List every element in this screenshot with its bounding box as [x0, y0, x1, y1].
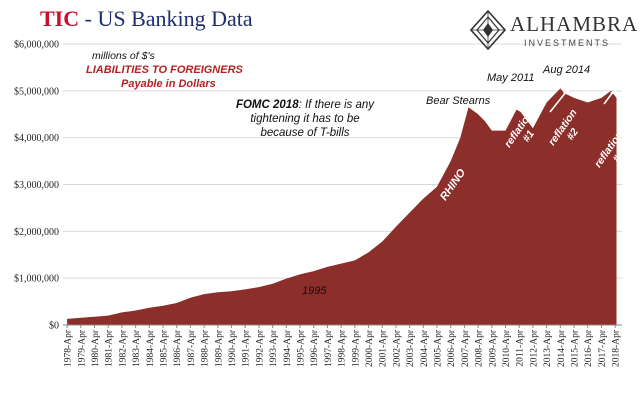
x-tick-label: 2005-Apr — [434, 329, 444, 367]
x-tick-label: 1983-Apr — [132, 329, 142, 367]
chart-title: TIC - US Banking Data — [40, 6, 253, 32]
x-tick-label: 2017-Apr — [598, 329, 608, 367]
y-tick-label: $0 — [49, 321, 59, 332]
x-tick-label: 2001-Apr — [379, 329, 389, 367]
x-tick-label: 1995-Apr — [297, 329, 307, 367]
logo-name: ALHAMBRA — [510, 12, 639, 36]
x-tick-label: 1989-Apr — [214, 329, 224, 367]
fomc-bold: FOMC 2018 — [235, 99, 299, 111]
x-tick-label: 2013-Apr — [543, 329, 553, 367]
fomc-annotation: FOMC 2018: If there is any tightening it… — [230, 98, 380, 140]
x-tick-label: 2000-Apr — [365, 329, 375, 367]
x-tick-label: 1982-Apr — [118, 329, 128, 367]
title-suffix: - US Banking Data — [79, 6, 253, 31]
x-tick-label: 2018-Apr — [612, 329, 622, 367]
x-tick-label: 1994-Apr — [283, 329, 293, 367]
x-tick-label: 1984-Apr — [146, 329, 156, 367]
x-tick-label: 1990-Apr — [228, 329, 238, 367]
y-tick-label: $5,000,000 — [14, 86, 59, 97]
x-tick-label: 1999-Apr — [351, 329, 361, 367]
series-title: LIABILITIES TO FOREIGNERS — [86, 64, 243, 76]
area-series — [67, 88, 617, 325]
series-subtitle: Payable in Dollars — [121, 78, 216, 90]
x-tick-label: 1981-Apr — [105, 329, 115, 367]
x-tick-label: 1979-Apr — [77, 329, 87, 367]
logo-mark-icon — [470, 10, 506, 50]
x-tick-label: 2010-Apr — [502, 329, 512, 367]
x-tick-label: 2007-Apr — [461, 329, 471, 367]
x-tick-label: 1988-Apr — [201, 329, 211, 367]
x-tick-label: 1992-Apr — [255, 329, 265, 367]
fomc-text: : If there is any tightening it has to b… — [250, 99, 375, 139]
x-tick-label: 2009-Apr — [488, 329, 498, 367]
x-tick-label: 2002-Apr — [392, 329, 402, 367]
y-tick-label: $6,000,000 — [14, 40, 59, 51]
x-tick-label: 1980-Apr — [91, 329, 101, 367]
x-tick-label: 2008-Apr — [475, 329, 485, 367]
x-tick-label: 2014-Apr — [557, 329, 567, 367]
x-tick-label: 2003-Apr — [406, 329, 416, 367]
x-tick-label: 1978-Apr — [64, 329, 74, 367]
x-tick-label: 2015-Apr — [571, 329, 581, 367]
x-tick-label: 1987-Apr — [187, 329, 197, 367]
x-tick-label: 1996-Apr — [310, 329, 320, 367]
title-prefix: TIC — [40, 6, 80, 31]
x-tick-label: 1997-Apr — [324, 329, 334, 367]
x-tick-label: 1985-Apr — [160, 329, 170, 367]
x-tick-label: 2006-Apr — [447, 329, 457, 367]
x-tick-label: 1991-Apr — [242, 329, 252, 367]
x-tick-label: 2004-Apr — [420, 329, 430, 367]
y-tick-label: $2,000,000 — [14, 227, 59, 238]
x-tick-label: 1986-Apr — [173, 329, 183, 367]
units-label: millions of $'s — [92, 50, 155, 62]
y-tick-label: $3,000,000 — [14, 180, 59, 191]
y-tick-label: $4,000,000 — [14, 133, 59, 144]
axes — [63, 324, 622, 328]
aug-2014-label: Aug 2014 — [543, 64, 591, 76]
alhambra-logo: ALHAMBRA INVESTMENTS — [470, 8, 639, 54]
logo-subtitle: INVESTMENTS — [524, 38, 611, 48]
x-tick-label: 1993-Apr — [269, 329, 279, 367]
x-tick-label: 2011-Apr — [516, 329, 526, 366]
x-axis-labels: 1978-Apr 1979-Apr 1980-Apr 1981-Apr 1982-Apr… — [64, 329, 622, 367]
y-tick-label: $1,000,000 — [14, 274, 59, 285]
bear-stearns-label: Bear Stearns — [426, 95, 491, 107]
grid — [63, 43, 622, 326]
y-axis-labels: $0 $1,000,000 $2,000,000 $3,000,000 $4,000,0… — [14, 40, 59, 332]
x-tick-label: 1998-Apr — [338, 329, 348, 367]
x-tick-label: 2016-Apr — [584, 329, 594, 367]
x-tick-label: 2012-Apr — [529, 329, 539, 367]
may-2011-label: May 2011 — [487, 72, 535, 84]
year-1995-label: 1995 — [302, 285, 327, 297]
